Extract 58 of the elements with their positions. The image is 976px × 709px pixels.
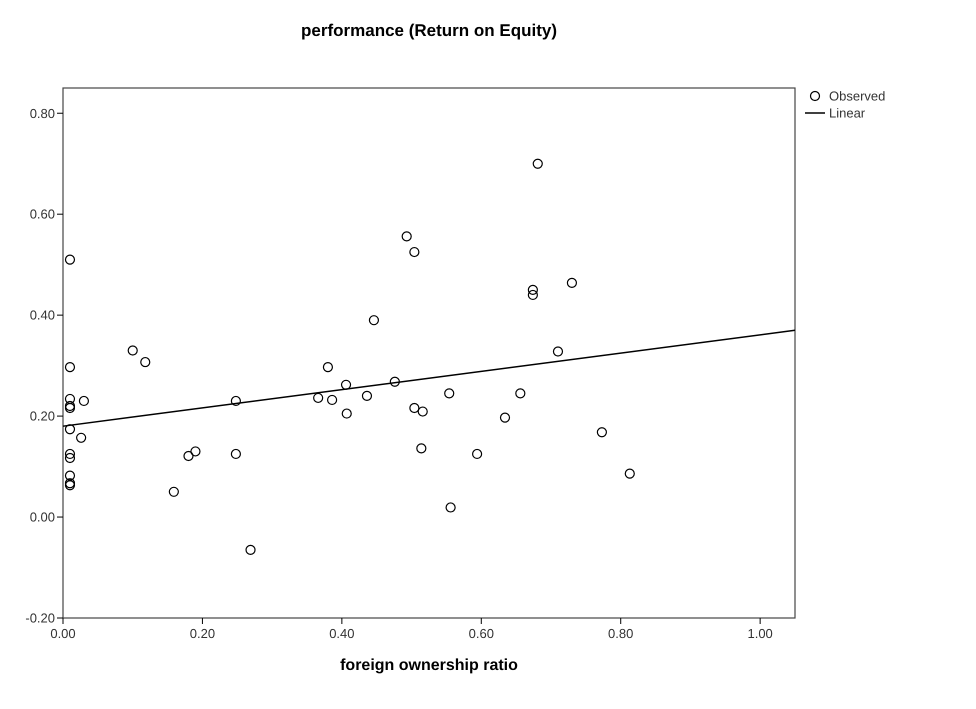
point — [409, 402, 420, 414]
x-tick-label: 1.00 — [747, 626, 773, 641]
point — [64, 394, 76, 404]
point — [402, 231, 412, 242]
point — [624, 468, 635, 479]
point — [362, 390, 372, 402]
point — [76, 432, 86, 443]
point — [368, 315, 380, 326]
y-tick-label: 0.40 — [30, 308, 55, 323]
point — [409, 246, 420, 258]
y-tick-label: 0.00 — [30, 510, 55, 525]
point — [418, 406, 428, 417]
point — [326, 394, 338, 406]
point — [416, 443, 426, 454]
point — [64, 452, 76, 464]
point — [230, 396, 241, 406]
point — [390, 376, 400, 387]
point — [245, 544, 256, 555]
point — [128, 345, 138, 356]
y-tick-label: 0.80 — [30, 106, 55, 121]
point — [566, 278, 578, 288]
point — [340, 380, 352, 390]
point — [446, 502, 456, 513]
y-tick-label: 0.20 — [30, 408, 55, 424]
y-tick-label: -0.20 — [25, 610, 55, 626]
x-tick-label: 0.20 — [190, 626, 216, 641]
point — [230, 448, 241, 460]
point — [444, 388, 454, 398]
point — [342, 408, 352, 419]
point — [64, 424, 76, 434]
point — [500, 412, 510, 423]
point — [64, 448, 76, 460]
point — [190, 446, 201, 457]
point — [183, 450, 194, 462]
x-tick-label: 0.60 — [468, 626, 494, 641]
point — [528, 284, 538, 296]
point — [596, 427, 607, 438]
point — [515, 388, 526, 398]
point — [313, 392, 324, 404]
x-tick-label: 0.40 — [329, 626, 355, 641]
x-tick-label: 0.80 — [608, 626, 634, 641]
point — [322, 362, 334, 372]
y-tick-label: 0.60 — [30, 206, 55, 222]
point — [532, 158, 543, 169]
point — [552, 346, 564, 357]
legend-label: Observed — [829, 88, 886, 104]
point — [78, 396, 90, 406]
point — [472, 448, 482, 460]
point — [64, 470, 76, 481]
point — [64, 254, 76, 265]
point — [168, 486, 179, 497]
point — [528, 290, 538, 300]
chart-title: performance (Return on Equity) — [301, 21, 557, 40]
x-axis-title: foreign ownership ratio — [340, 657, 518, 674]
x-tick-label: 0.00 — [50, 626, 76, 641]
legend-label: Linear — [829, 106, 866, 121]
point — [64, 362, 76, 372]
point — [140, 356, 150, 368]
